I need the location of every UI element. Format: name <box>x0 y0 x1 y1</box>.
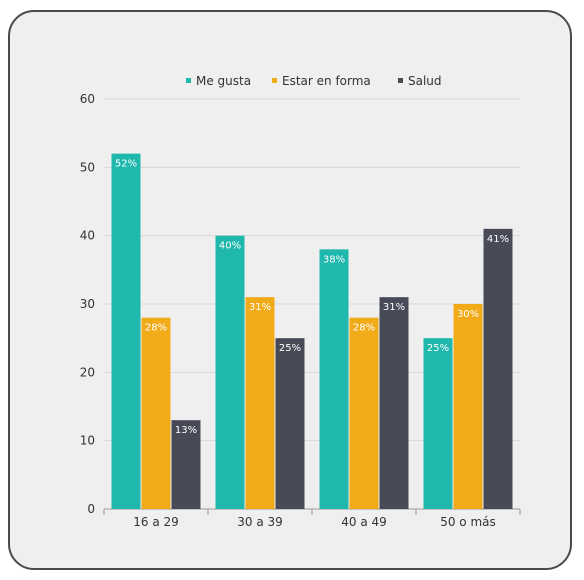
bars: 52% 28% 13% 40% 31% 25% 38% 28% 31% 25% 30% 41% <box>111 153 513 510</box>
legend-swatch <box>272 78 277 83</box>
bar-estar-en-forma-2 <box>349 317 379 509</box>
data-label: 28% <box>353 323 375 334</box>
bar-salud-1 <box>275 338 305 509</box>
data-label: 52% <box>115 159 137 170</box>
bar-estar-en-forma-0 <box>141 317 171 509</box>
bar-estar-en-forma-3 <box>453 304 483 509</box>
data-label: 30% <box>457 309 479 320</box>
legend-item: Salud <box>398 74 442 88</box>
bar-estar-en-forma-1 <box>245 297 275 509</box>
y-tick-label: 10 <box>80 434 95 448</box>
data-label: 13% <box>175 425 197 436</box>
legend-swatch <box>398 78 403 83</box>
bar-salud-2 <box>379 297 409 509</box>
legend-label: Me gusta <box>196 74 251 88</box>
y-tick-label: 0 <box>87 502 95 516</box>
bar-salud-3 <box>483 228 513 510</box>
bar-me-gusta-1 <box>215 235 245 509</box>
y-tick-label: 40 <box>80 229 95 243</box>
legend-item: Me gusta <box>186 74 251 88</box>
legend-label: Salud <box>408 74 442 88</box>
data-label: 25% <box>427 343 449 354</box>
data-label: 38% <box>323 254 345 265</box>
x-axis-categories: 16 a 29 30 a 39 40 a 49 50 o más <box>103 509 521 529</box>
data-label: 25% <box>279 343 301 354</box>
bar-salud-0 <box>171 420 201 509</box>
data-label: 28% <box>145 323 167 334</box>
y-axis-ticks: 0 10 20 30 40 50 60 <box>80 92 95 516</box>
x-category-label: 16 a 29 <box>133 515 179 529</box>
y-tick-label: 60 <box>80 92 95 106</box>
legend: Me gusta Estar en forma Salud <box>186 74 442 88</box>
x-category-label: 30 a 39 <box>237 515 283 529</box>
y-tick-label: 50 <box>80 160 95 174</box>
legend-label: Estar en forma <box>282 74 371 88</box>
data-label: 41% <box>487 234 509 245</box>
data-label: 31% <box>383 302 405 313</box>
y-tick-label: 20 <box>80 365 95 379</box>
legend-item: Estar en forma <box>272 74 371 88</box>
bar-me-gusta-2 <box>319 249 349 510</box>
data-label: 31% <box>249 302 271 313</box>
y-tick-label: 30 <box>80 297 95 311</box>
x-category-label: 40 a 49 <box>341 515 387 529</box>
x-category-label: 50 o más <box>440 515 496 529</box>
data-label: 40% <box>219 241 241 252</box>
legend-swatch <box>186 78 191 83</box>
bar-me-gusta-3 <box>423 338 453 509</box>
bar-me-gusta-0 <box>111 153 141 509</box>
